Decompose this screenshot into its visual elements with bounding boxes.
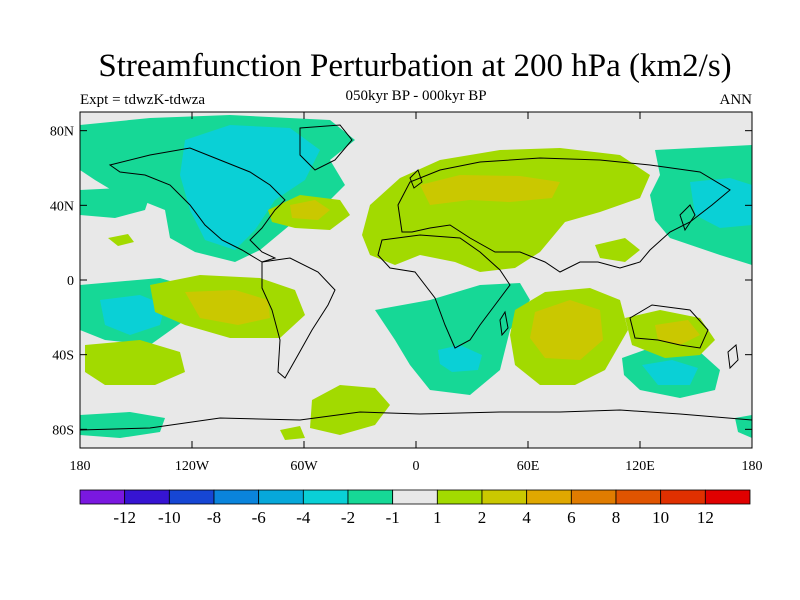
contour-pos1-gulf-of-mexico — [108, 234, 134, 246]
colorbar-label: 2 — [478, 508, 487, 527]
colorbar-swatch — [570, 489, 617, 505]
colorbar-swatch — [302, 489, 349, 505]
colorbar-swatch — [615, 489, 662, 505]
plot-title: Streamfunction Perturbation at 200 hPa (… — [98, 48, 732, 84]
contour-neg2-tropical-pacific — [100, 295, 165, 335]
colorbar-swatch — [124, 489, 170, 505]
colorbar-label: 1 — [433, 508, 442, 527]
contour-neg1-pacific-east — [80, 188, 150, 218]
colorbar-swatch — [347, 489, 394, 505]
coastline-greenland — [299, 124, 353, 171]
coastlines — [80, 124, 752, 431]
colorbar-swatch — [392, 489, 438, 505]
colorbar-label: 6 — [567, 508, 576, 527]
colorbar-label: -8 — [207, 508, 221, 527]
contour-pos1-east-asia — [595, 238, 640, 262]
experiment-label: Expt = tdwzK-tdwza — [80, 92, 206, 108]
x-tick-label: 120E — [625, 459, 655, 474]
contour-neg1-greenland — [80, 148, 150, 176]
coastline-uk — [409, 169, 423, 189]
colorbar-swatch — [436, 489, 483, 505]
colorbar-label: -4 — [296, 508, 311, 527]
coastline-north-america — [108, 147, 286, 263]
y-tick-label: 80S — [52, 423, 74, 438]
y-tick-label: 80N — [50, 125, 74, 140]
colorbar-swatch — [704, 489, 751, 505]
y-tick-label: 40S — [52, 349, 74, 364]
map-axes: 80N 40N 0 40S 80S 180 120W 60W 0 60E 120E 180 — [50, 112, 763, 474]
colorbar-label: 4 — [522, 508, 531, 527]
contour-neg2-south-indian — [438, 345, 482, 372]
coastline-europe-asia — [397, 157, 731, 273]
contour-pos2-indian-ocean — [530, 300, 603, 360]
coastline-japan — [679, 204, 696, 232]
contour-pos2-australia — [655, 320, 700, 345]
colorbar-label: -12 — [113, 508, 136, 527]
positive-2-regions — [185, 175, 700, 360]
y-tick-label: 0 — [67, 274, 74, 289]
contour-pos1-eurasia — [362, 148, 650, 272]
colorbar-label: -2 — [341, 508, 355, 527]
colorbar-label: 8 — [612, 508, 621, 527]
plot-subtitle: 050kyr BP - 000kyr BP — [345, 88, 487, 104]
contour-field — [80, 112, 752, 448]
colorbar-swatch — [168, 489, 215, 505]
contour-pos1-south-atlantic — [310, 385, 390, 435]
contour-pos1-southern-ocean — [280, 426, 305, 440]
contour-neg2-north-america — [180, 125, 320, 250]
colorbar-swatch — [258, 489, 304, 505]
coastline-south-america — [261, 257, 336, 379]
colorbar-swatch — [660, 489, 706, 505]
contour-pos2-eurasia — [420, 175, 560, 205]
coastline-africa — [377, 234, 511, 349]
colorbar-swatch — [481, 489, 528, 505]
coastline-new-zealand — [727, 344, 739, 370]
contour-neg2-west-pacific — [690, 178, 752, 228]
x-tick-label: 180 — [70, 459, 91, 474]
colorbar-swatch — [213, 489, 260, 505]
colorbar-label: 10 — [652, 508, 669, 527]
colorbar-label: -1 — [386, 508, 400, 527]
colorbar-label: -6 — [252, 508, 266, 527]
contour-neg2-south-australia — [642, 360, 698, 385]
colorbar-label: 12 — [697, 508, 714, 527]
contour-pos1-south-pacific — [85, 340, 185, 385]
x-tick-label: 60W — [290, 459, 318, 474]
contour-neg1-southern-ocean — [80, 412, 165, 438]
contour-neg1-south-east-pacific — [735, 415, 752, 438]
coastline-antarctica — [80, 409, 752, 431]
y-tick-label: 40N — [50, 199, 74, 214]
x-tick-label: 60E — [517, 459, 540, 474]
colorbar-swatch — [79, 489, 126, 505]
x-tick-label: 0 — [413, 459, 420, 474]
season-label: ANN — [719, 92, 753, 108]
contour-neg1-africa — [375, 283, 530, 395]
x-tick-label: 120W — [175, 459, 210, 474]
coastline-australia — [629, 304, 709, 349]
x-tick-label: 180 — [742, 459, 763, 474]
colorbar-label: -10 — [158, 508, 181, 527]
contour-pos2-west-atlantic — [290, 200, 330, 220]
contour-pos2-tropical-east-pacific — [185, 290, 270, 325]
coastline-madagascar — [499, 310, 509, 337]
negative-2-regions — [100, 125, 752, 385]
colorbar: -12 -10 -8 -6 -4 -2 -1 1 2 4 6 8 10 12 — [79, 489, 751, 527]
positive-1-regions — [85, 148, 715, 440]
colorbar-swatch — [526, 489, 572, 505]
